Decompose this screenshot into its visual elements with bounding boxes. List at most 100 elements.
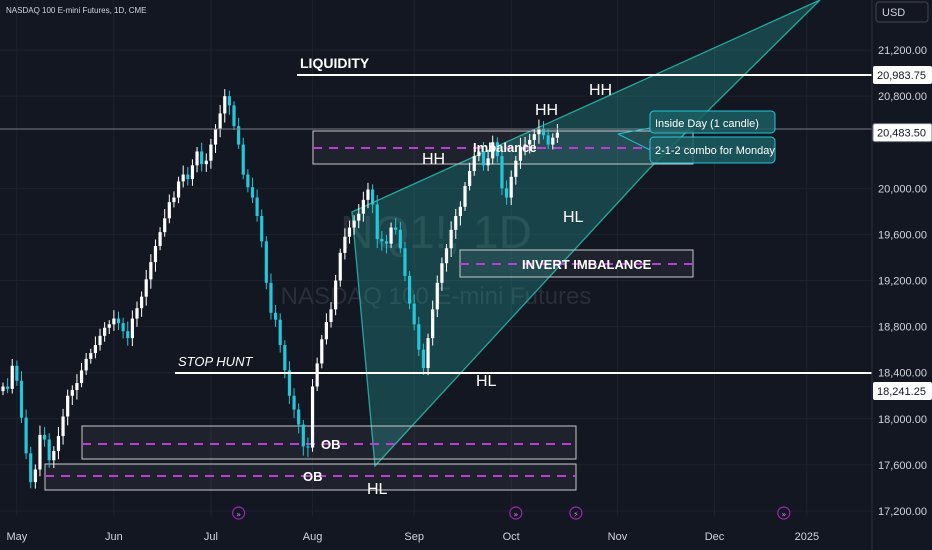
candle [98, 328, 102, 351]
candle-body [338, 252, 342, 281]
event-marker-icon[interactable]: ⚡ [569, 506, 583, 520]
candle [495, 137, 499, 163]
candle-body [153, 245, 158, 263]
symbol-info: NASDAQ 100 E-mini Futures, 1D, CME [6, 6, 146, 15]
price-axis-panel[interactable] [872, 0, 932, 550]
candle [70, 385, 74, 405]
candle [232, 101, 236, 131]
candle [426, 333, 430, 376]
candle [481, 141, 486, 171]
candle [167, 194, 171, 224]
candle [112, 310, 116, 331]
event-markers[interactable]: » » ⚡ » [232, 506, 791, 520]
candle-body [310, 386, 315, 448]
candle [486, 150, 490, 172]
candle-body [287, 370, 292, 396]
candle [371, 184, 375, 214]
candle [310, 379, 315, 452]
candle [421, 343, 426, 375]
candle-body [334, 280, 338, 310]
candle [15, 360, 19, 386]
callout-pointer-2 [617, 133, 651, 151]
candle-body [421, 349, 426, 369]
candle-body [486, 158, 490, 166]
candle-body [514, 160, 518, 177]
candle [135, 301, 139, 327]
callout-combo-box[interactable] [649, 136, 776, 164]
candle [389, 222, 393, 248]
candle-body [10, 365, 14, 389]
candle-body [468, 171, 472, 187]
callout-combo-text: 2-1-2 combo for Monday [655, 145, 775, 157]
candle [315, 357, 319, 392]
label-hl-1: HL [563, 209, 584, 226]
candle [204, 153, 208, 172]
candle-body [98, 335, 102, 346]
candle [435, 275, 439, 318]
candle-body [140, 296, 144, 309]
event-marker-icon[interactable]: » [777, 506, 791, 520]
candle [384, 234, 389, 254]
candle-body [537, 128, 541, 135]
candle-body [163, 218, 167, 233]
candle [158, 227, 162, 251]
candle [241, 137, 245, 180]
event-marker-icon[interactable]: » [509, 506, 523, 520]
candle-body [269, 282, 273, 313]
candle-body [227, 96, 231, 106]
label-hh-2: HH [535, 102, 558, 119]
candle-body [237, 126, 241, 145]
candle-body [213, 128, 218, 145]
candle-body [24, 417, 28, 454]
candle-body [361, 199, 365, 214]
candle-body [366, 189, 370, 200]
candle-body [407, 275, 412, 304]
candle-body [172, 197, 176, 203]
price-tag-label: 20,483.50 [877, 128, 926, 140]
price-tick-label: 18,400.00 [878, 368, 927, 380]
event-marker-icon[interactable]: » [232, 506, 246, 520]
candle [269, 273, 273, 320]
time-axis-labels: May Jun Jul Aug Sep Oct Nov Dec 2025 [6, 531, 819, 543]
callout-inside-day-box[interactable] [649, 110, 776, 134]
candle [555, 123, 559, 143]
candle [19, 371, 24, 424]
candle-body [33, 469, 37, 483]
candle [338, 248, 342, 287]
candle-body [394, 227, 398, 230]
candle-body [176, 181, 181, 198]
label-hl-2: HL [476, 373, 497, 390]
candle-body [398, 229, 402, 249]
label-invert-imbalance: INVERT IMBALANCE [522, 257, 652, 272]
candle [140, 291, 144, 317]
candle-body [1, 386, 5, 392]
time-tick-label: Oct [503, 531, 520, 543]
rising-wedge-shape[interactable] [351, 0, 821, 468]
candle [468, 162, 472, 191]
time-tick-label: Jun [105, 531, 123, 543]
candle-body [458, 206, 462, 216]
candle-body [352, 220, 356, 228]
candle [149, 254, 153, 289]
currency-badge[interactable] [875, 1, 929, 23]
candle [301, 419, 305, 456]
candle [200, 142, 204, 172]
candle [412, 294, 416, 331]
candle-body [15, 365, 19, 381]
candle [407, 271, 412, 310]
candle-body [357, 213, 361, 221]
candle-body [112, 318, 116, 325]
price-tick-label: 17,200.00 [878, 506, 927, 518]
candle-body [463, 186, 467, 207]
candle-body [195, 151, 199, 166]
candle [334, 274, 338, 316]
candle-body [431, 309, 435, 339]
candle-body [278, 319, 282, 346]
order-block-upper[interactable] [81, 425, 577, 460]
candle [375, 195, 379, 249]
candle-body [380, 239, 384, 242]
candle [38, 425, 42, 477]
price-tick-label: 18,800.00 [878, 322, 927, 334]
price-tick-label: 20,000.00 [878, 183, 927, 195]
